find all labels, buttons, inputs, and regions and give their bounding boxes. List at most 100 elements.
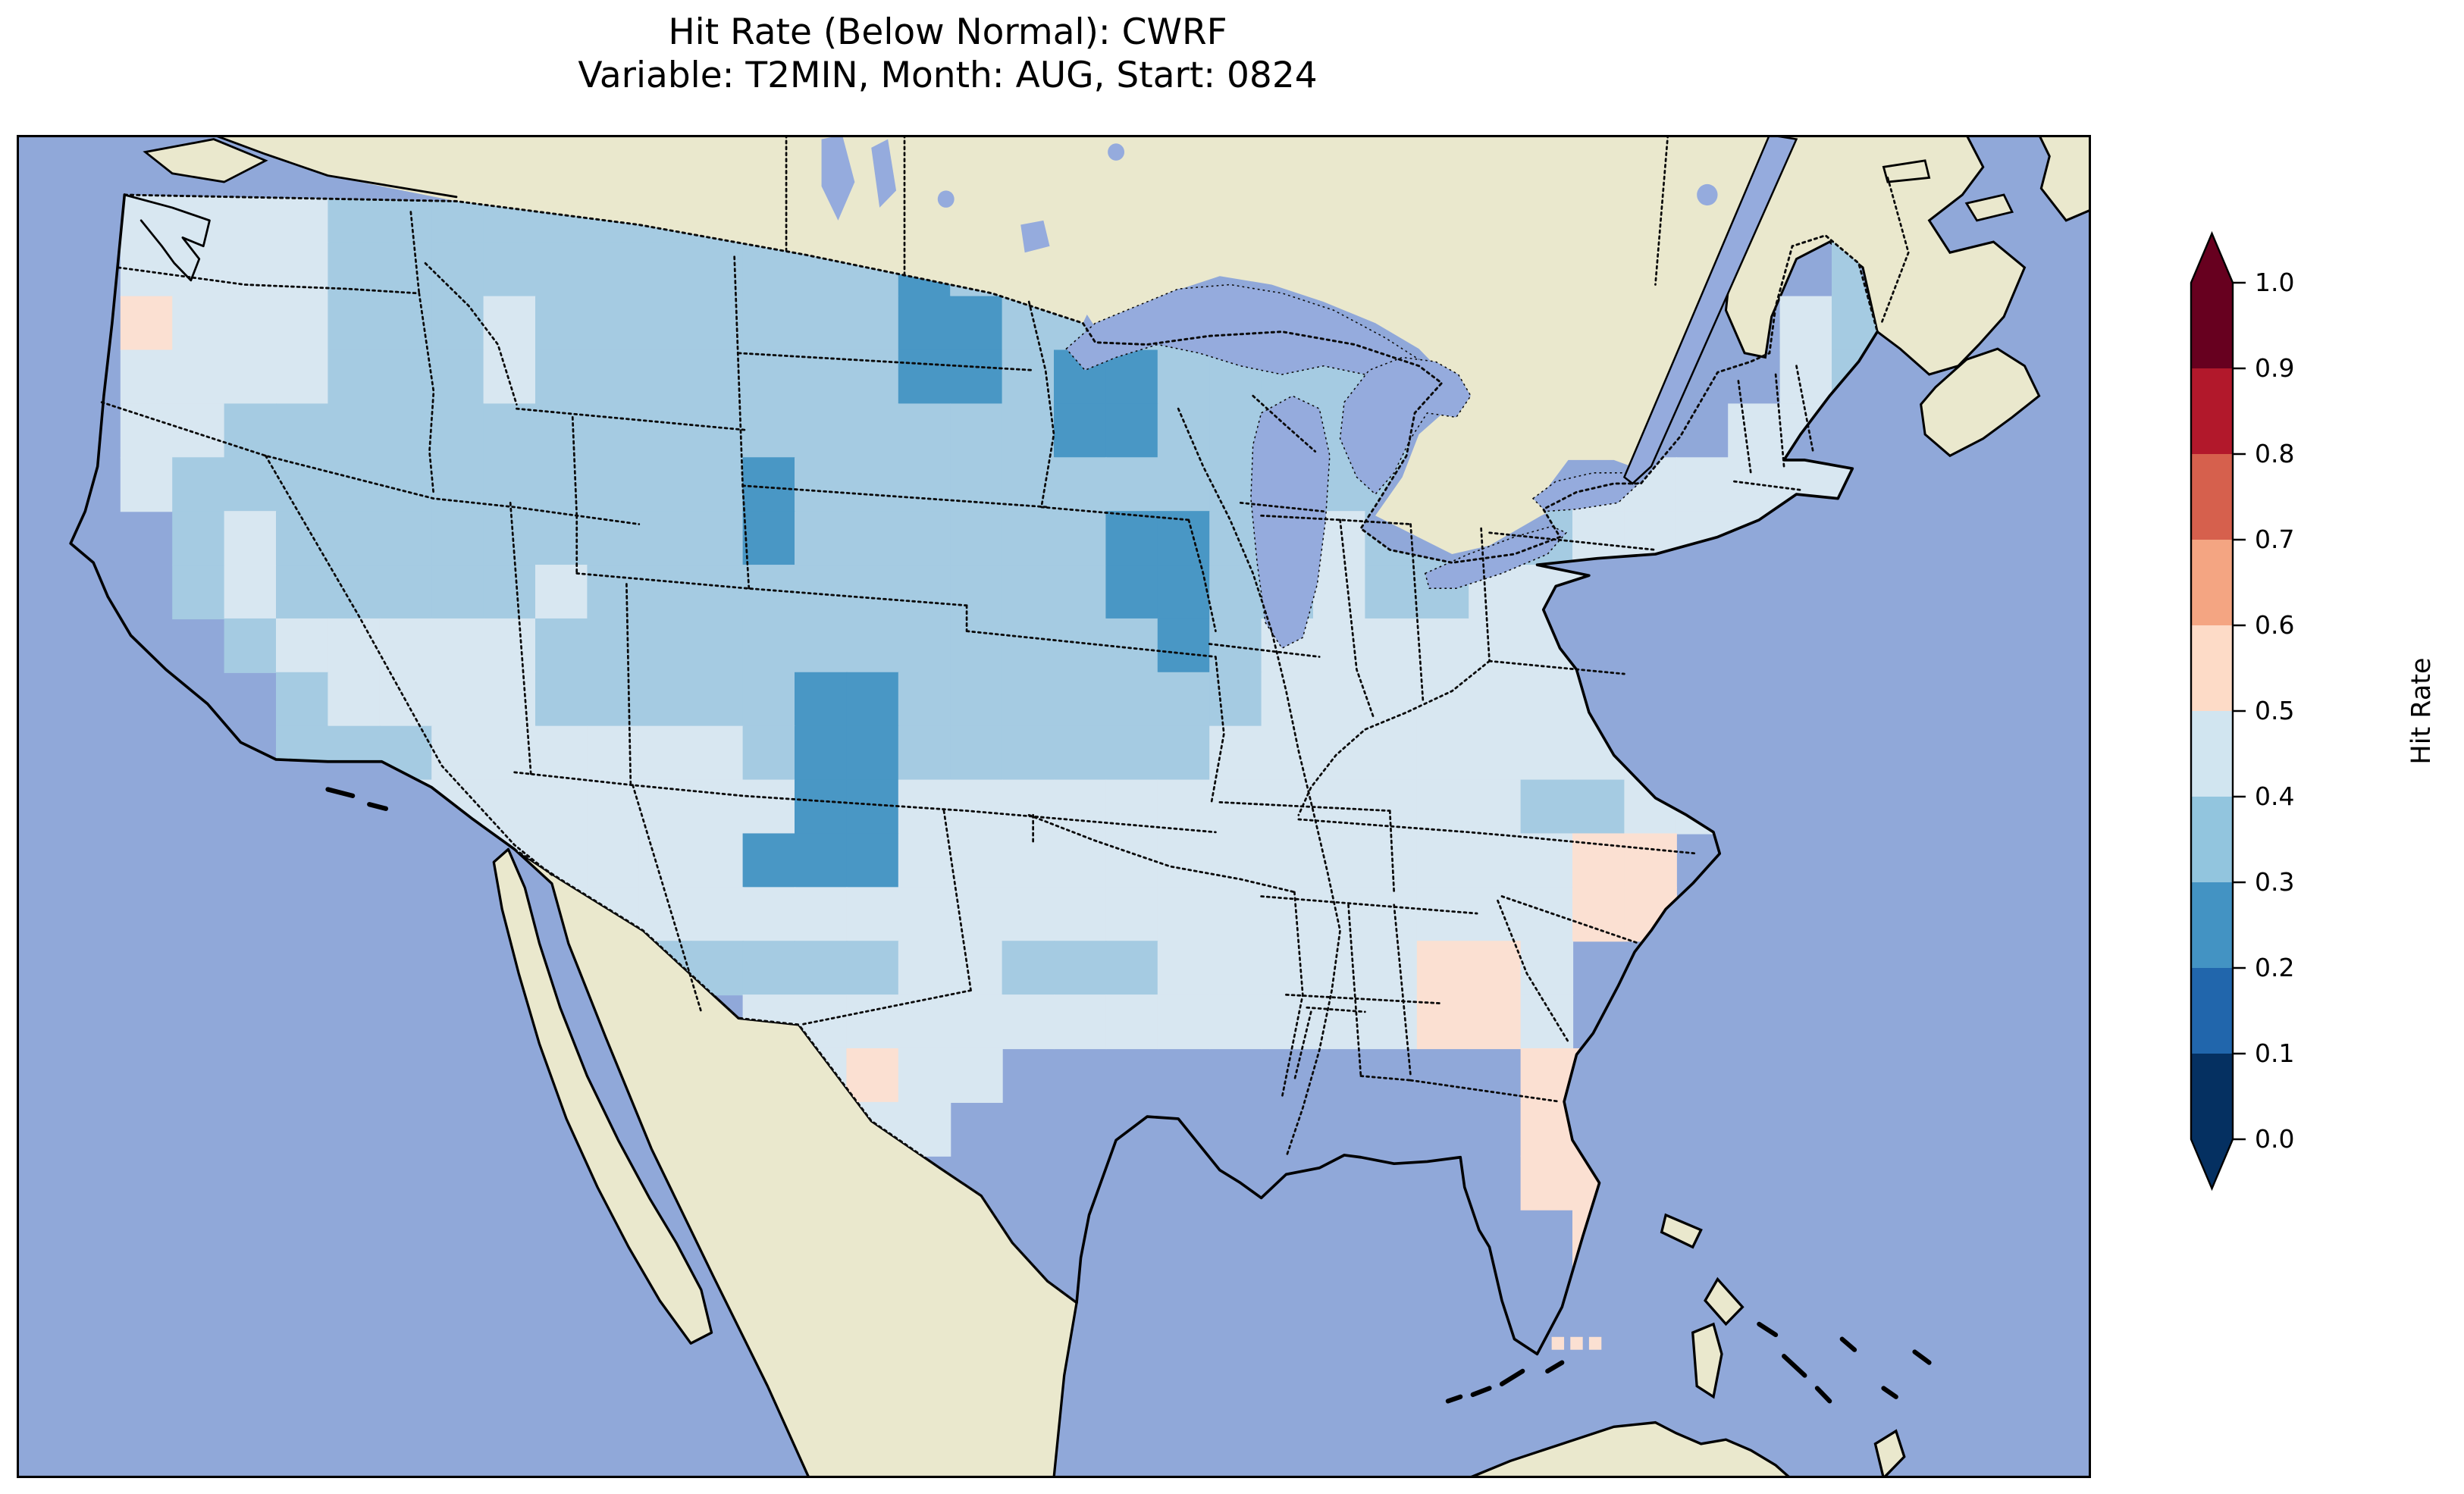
grid-cell [1209,618,1262,673]
grid-cell [638,833,692,888]
grid-cell [1313,994,1366,1050]
colorbar-segment [2191,797,2233,883]
grid-cell [1313,833,1366,888]
grid-cell [846,565,899,620]
grid-cell [742,672,796,727]
grid-cell [898,618,951,673]
channel-islands [325,787,389,811]
bahamas-island-3 [1873,1429,1906,1478]
grid-cell [587,565,640,620]
grid-cell [587,403,640,459]
grid-cell [1157,349,1211,405]
grid-cell [742,941,796,996]
colorbar-segment [2191,625,2233,712]
grid-cell [638,672,692,727]
grid-cell [1105,403,1158,459]
grid-cell [795,725,848,781]
grid-cell [1728,403,1781,459]
grid-cell [172,349,225,405]
grid-cell [846,725,899,781]
grid-cell [898,1048,951,1103]
grid-cell [379,565,433,620]
grid-cell [535,779,588,835]
grid-cell [483,242,537,297]
grid-cell [1157,994,1211,1050]
grid-cell [1002,941,1055,996]
state-borders [100,135,1910,1159]
grid-cell [1054,511,1107,566]
grid-cell [535,296,588,351]
grid-cell [638,349,692,405]
colorbar-axis-label: Hit Rate [2406,657,2437,764]
grid-cell [691,725,744,781]
grid-cell [950,833,1003,888]
grid-cell [898,672,951,727]
grid-cell [638,618,692,673]
grid-cell [276,457,329,512]
grid-cell [898,511,951,566]
grid-cell [1469,725,1522,781]
grid-cell [431,457,484,512]
grid-cell [1469,994,1522,1050]
vancouver-island [143,138,268,183]
grid-cell [950,618,1003,673]
grid-cell [691,833,744,888]
colorbar-over-arrow [2191,233,2233,283]
grid-cell [846,618,899,673]
grid-cell [1105,994,1158,1050]
grid-cell [742,296,796,351]
grid-cell [431,511,484,566]
grid-cell [898,779,951,835]
grid-cell [742,511,796,566]
grid-cell [795,511,848,566]
grid-cell [1624,833,1677,888]
grid-cell [1209,833,1262,888]
grid-cell [950,941,1003,996]
grid-cell [1572,779,1625,835]
colorbar-segment [2191,711,2233,797]
grid-cell [846,403,899,459]
grid-cell [742,618,796,673]
caribbean-islands [1468,1213,1906,1478]
grid-cell [795,403,848,459]
grid-cell [1105,511,1158,566]
grid-cell [431,403,484,459]
grid-cell [328,296,381,351]
grid-cell [1520,941,1574,996]
grid-cell [1002,565,1055,620]
grid-cell [1054,994,1107,1050]
grid-cell [587,833,640,888]
grid-cell [120,296,174,351]
grid-cell [535,242,588,297]
colorbar-tick-label: 0.3 [2255,867,2294,897]
grid-cell [638,242,692,297]
grid-cell [638,403,692,459]
grid-cell [898,403,951,459]
grid-cell [535,349,588,405]
grid-cell [1520,1048,1574,1103]
grid-cell [483,725,537,781]
grid-cell [1105,672,1158,727]
grid-cell [1416,725,1470,781]
grid-cell [898,887,951,942]
grid-cell [846,296,899,351]
colorbar-tick-label: 0.2 [2255,953,2294,982]
colorbar-segment [2191,968,2233,1054]
grid-cell [1105,349,1158,405]
grid-cell [898,565,951,620]
grid-cell [898,941,951,996]
grid-cell [638,457,692,512]
us-canada-border [123,193,1879,564]
grid-cell-offshore [1588,1336,1602,1350]
grid-cell [1157,833,1211,888]
grid-cell [950,887,1003,942]
bahamas-island [1660,1213,1703,1249]
grid-cell [276,195,329,243]
colorbar-segment [2191,1054,2233,1140]
small-lake [1697,183,1718,206]
grid-cell [224,457,277,512]
grid-cell [1779,349,1833,405]
figure-title: Hit Rate (Below Normal): CWRF Variable: … [0,11,1895,97]
grid-cell [1157,779,1211,835]
grid-cell-offshore [1570,1336,1583,1350]
